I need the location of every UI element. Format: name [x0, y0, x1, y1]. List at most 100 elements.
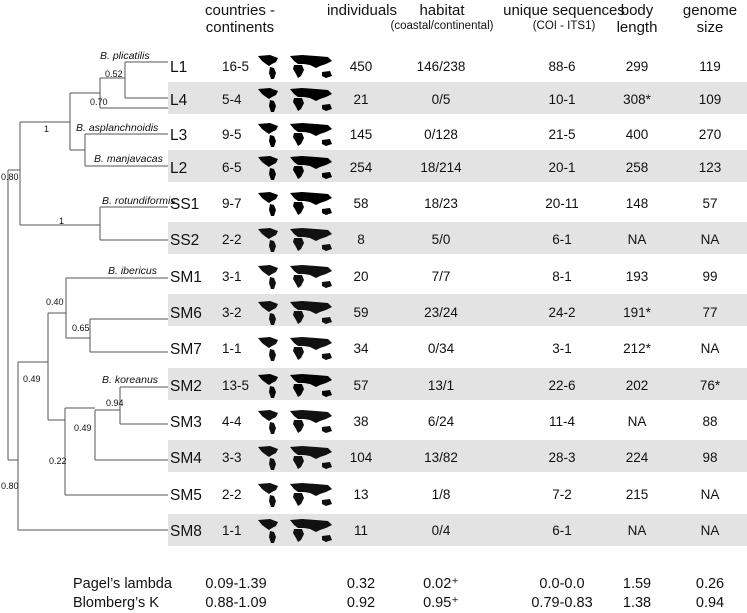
- row-unique-sequences: 3-1: [552, 341, 572, 356]
- node-support: 0.65: [72, 323, 90, 333]
- row-unique-sequences: 24-2: [548, 305, 576, 320]
- row-body-length: NA: [627, 523, 647, 538]
- row-label: SS2: [170, 232, 200, 249]
- row-body-length: 193: [625, 269, 649, 284]
- world-map-icon: [258, 519, 332, 543]
- world-map-icon: [258, 446, 332, 470]
- row-genome-size: NA: [700, 232, 720, 247]
- world-map-icon: [258, 410, 332, 434]
- row-body-length: 400: [625, 127, 649, 142]
- world-map-icon: [258, 123, 332, 147]
- world-map-icon: [258, 265, 332, 289]
- header-countries-line1: countries -: [204, 2, 276, 19]
- row-band: [168, 294, 747, 326]
- stat-blomberg-hab: 0.95⁺: [423, 595, 459, 611]
- stat-blomberg-uniq: 0.79-0.83: [531, 595, 593, 611]
- row-individuals: 34: [353, 341, 369, 356]
- row-body-length: 148: [625, 196, 649, 211]
- row-label: SM2: [170, 378, 202, 395]
- row-unique-sequences: 10-1: [548, 92, 576, 107]
- row-band: [168, 440, 747, 472]
- header-habitat: habitat (coastal/continental): [382, 2, 502, 33]
- row-unique-sequences: 8-1: [552, 269, 572, 284]
- row-individuals: 254: [349, 160, 373, 175]
- row-body-length: 308*: [623, 92, 651, 107]
- row-unique-sequences: 11-4: [548, 414, 576, 429]
- stat-blomberg-cc: 0.88-1.09: [205, 595, 267, 611]
- row-genome-size: 270: [698, 127, 722, 142]
- row-genome-size: 119: [699, 59, 721, 74]
- row-habitat: 0/128: [424, 127, 458, 142]
- row-label: SM6: [170, 305, 202, 322]
- row-unique-sequences: 88-6: [548, 59, 576, 74]
- row-habitat: 0/4: [431, 523, 451, 538]
- species-label: B. plicatilis: [100, 50, 150, 62]
- row-body-length: 258: [625, 160, 649, 175]
- stat-pagel-ind: 0.32: [346, 576, 376, 592]
- world-map-icon: [258, 192, 332, 216]
- row-countries-continents: 1-1: [222, 523, 242, 538]
- row-label: SM7: [170, 341, 202, 358]
- row-countries-continents: 2-2: [222, 232, 242, 247]
- row-individuals: 13: [353, 487, 369, 502]
- row-habitat: 6/24: [427, 414, 455, 429]
- header-body-length: body length: [612, 2, 662, 36]
- header-unique: unique sequences (COI - ITS1): [494, 2, 634, 33]
- row-habitat: 5/0: [431, 232, 451, 247]
- row-countries-continents: 1-1: [222, 341, 242, 356]
- header-unique-text: unique sequences: [503, 2, 625, 19]
- row-countries-continents: 5-4: [222, 92, 242, 107]
- stat-blomberg-name: Blomberg’s K: [73, 595, 159, 611]
- row-genome-size: 88: [702, 414, 718, 429]
- phylogenetic-tree: [7, 61, 168, 531]
- world-map-icon: [258, 156, 332, 180]
- row-habitat: 13/1: [427, 378, 455, 393]
- row-unique-sequences: 6-1: [552, 232, 572, 247]
- node-support: 0.22: [49, 456, 67, 466]
- row-label: L4: [170, 92, 188, 109]
- species-label: B. rotundiformis: [102, 195, 176, 207]
- row-body-length: 299: [625, 59, 649, 74]
- row-habitat: 13/82: [424, 450, 458, 465]
- row-unique-sequences: 22-6: [548, 378, 576, 393]
- row-body-length: 224: [625, 450, 649, 465]
- row-unique-sequences: 21-5: [548, 127, 576, 142]
- row-individuals: 58: [353, 196, 369, 211]
- row-habitat: 23/24: [424, 305, 458, 320]
- stat-blomberg-ind: 0.92: [346, 595, 376, 611]
- world-map-icon: [258, 88, 332, 112]
- row-body-length: 202: [625, 378, 649, 393]
- row-individuals: 450: [349, 59, 373, 74]
- stat-pagel-uniq: 0.0-0.0: [539, 576, 585, 592]
- row-countries-continents: 2-2: [222, 487, 242, 502]
- row-countries-continents: 16-5: [222, 59, 250, 74]
- world-map-icon: [258, 228, 332, 252]
- row-genome-size: 76*: [699, 378, 721, 393]
- row-genome-size: 109: [698, 92, 722, 107]
- node-support: 0.49: [74, 423, 92, 433]
- row-countries-continents: 3-2: [222, 305, 242, 320]
- row-genome-size: 57: [702, 196, 718, 211]
- row-genome-size: 77: [702, 305, 718, 320]
- header-individuals-text: individuals: [326, 2, 398, 19]
- row-individuals: 21: [353, 92, 369, 107]
- row-band: [168, 82, 747, 114]
- row-genome-size: 123: [698, 160, 722, 175]
- header-countries-line2: continents: [205, 19, 275, 36]
- row-label: SM3: [170, 414, 202, 431]
- row-band: [168, 222, 747, 254]
- node-support: 0.52: [105, 69, 123, 79]
- header-unique-sub: (COI - ITS1): [532, 20, 596, 32]
- row-individuals: 59: [353, 305, 369, 320]
- species-label: B. asplanchnoidis: [76, 122, 159, 134]
- world-map-icon: [258, 374, 332, 398]
- row-band: [168, 514, 747, 546]
- row-label: SM8: [170, 523, 202, 540]
- row-body-length: NA: [627, 414, 647, 429]
- row-countries-continents: 9-7: [222, 196, 242, 211]
- header-genome-line2: size: [696, 19, 724, 36]
- header-genome-size: genome size: [680, 2, 740, 36]
- row-habitat: 0/34: [427, 341, 455, 356]
- stat-blomberg-body: 1.38: [622, 595, 652, 611]
- node-support: 0.80: [1, 172, 19, 182]
